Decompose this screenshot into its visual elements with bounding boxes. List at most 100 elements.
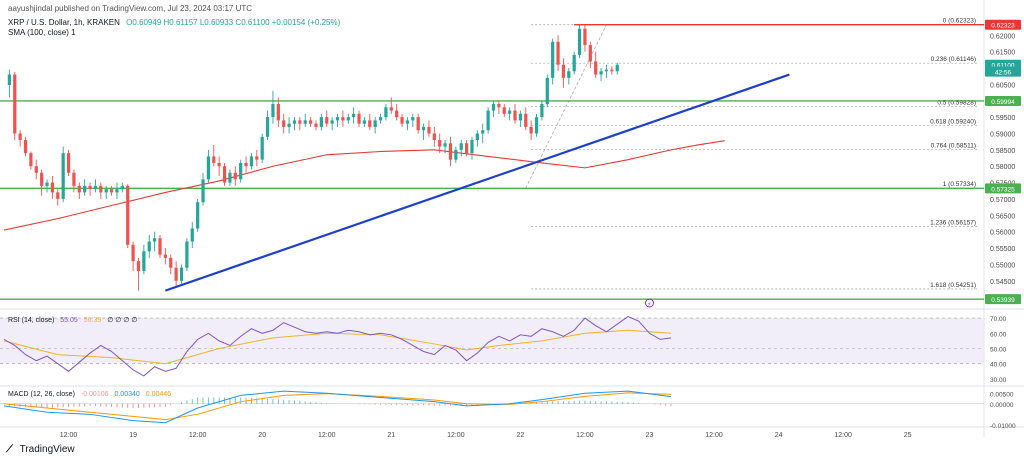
candle-body bbox=[77, 185, 81, 193]
fib-level-label: 0.764 (0.58511) bbox=[931, 143, 976, 150]
candle-body bbox=[228, 172, 232, 183]
event-marker-icon bbox=[644, 298, 654, 308]
candle-body bbox=[346, 117, 350, 121]
candle-body bbox=[395, 110, 399, 118]
candle-body bbox=[594, 61, 598, 75]
fib-level-label: 0.618 (0.59240) bbox=[930, 119, 976, 126]
rsi-tick-label: 70.00 bbox=[990, 316, 1007, 323]
candle-body bbox=[561, 64, 566, 78]
fib-level-label: 1 (0.57334) bbox=[943, 181, 976, 188]
x-tick-label: 19 bbox=[129, 432, 137, 439]
bullish-trendline bbox=[165, 73, 790, 292]
macd-tick-label: 0.00500 bbox=[990, 391, 1014, 398]
rsi-line bbox=[3, 315, 672, 377]
candle-body bbox=[45, 182, 49, 186]
candle-body bbox=[459, 143, 463, 150]
candle-body bbox=[239, 162, 243, 180]
publish-info: aayushjindal published on TradingView.co… bbox=[8, 4, 256, 13]
price-badge bbox=[985, 294, 1021, 305]
symbol-title[interactable]: XRP / U.S. Dollar, 1h, KRAKEN bbox=[8, 18, 120, 27]
candle-body bbox=[421, 126, 426, 131]
candle-body bbox=[217, 162, 221, 167]
rsi-legend[interactable]: RSI (14, close) 55.05 56.39 ∅ ∅ ∅ ∅ bbox=[8, 316, 141, 324]
x-tick-label: 12:00 bbox=[60, 432, 78, 439]
fib-anchor-line bbox=[525, 24, 607, 189]
candle-body bbox=[529, 126, 533, 134]
candle-body bbox=[475, 133, 479, 141]
candle-body bbox=[66, 153, 71, 173]
y-tick-label: 0.60500 bbox=[990, 82, 1015, 89]
candle-body bbox=[158, 238, 162, 255]
rsi-value: 55.05 bbox=[60, 317, 78, 324]
candle-body bbox=[265, 117, 270, 137]
candle-body bbox=[18, 133, 22, 141]
y-tick-label: 0.62000 bbox=[990, 33, 1015, 40]
candle-body bbox=[179, 267, 184, 281]
y-tick-label: 0.59000 bbox=[990, 131, 1015, 138]
candle-body bbox=[400, 117, 404, 124]
sma-legend-label: SMA (100, close) 1 bbox=[8, 28, 76, 37]
macd-line-value: 0.00340 bbox=[114, 391, 140, 398]
candle-body bbox=[604, 69, 609, 72]
candle-body bbox=[470, 140, 474, 154]
candle-body bbox=[196, 202, 200, 229]
candle-body bbox=[83, 185, 87, 193]
candle-body bbox=[556, 41, 560, 65]
candle-body bbox=[298, 120, 302, 124]
y-tick-label: 0.55500 bbox=[990, 246, 1015, 253]
candle-body bbox=[384, 107, 388, 118]
price-badge bbox=[985, 183, 1021, 194]
candle-body bbox=[352, 113, 356, 118]
x-tick-label: 12:00 bbox=[189, 432, 207, 439]
candle-body bbox=[120, 185, 124, 190]
candle-body bbox=[131, 244, 135, 262]
candle-body bbox=[599, 71, 603, 75]
candle-body bbox=[282, 120, 286, 127]
lightning-icon: ⚡ bbox=[647, 301, 651, 308]
y-tick-label: 0.59500 bbox=[990, 115, 1015, 122]
candle-body bbox=[368, 120, 372, 127]
candle-body bbox=[615, 64, 619, 72]
tradingview-brand[interactable]: ⟋ TradingView bbox=[6, 444, 79, 455]
x-tick-label: 23 bbox=[646, 432, 654, 439]
candle-body bbox=[308, 120, 313, 124]
publish-info-text: aayushjindal published on TradingView.co… bbox=[8, 4, 253, 13]
y-tick-label: 0.54500 bbox=[990, 279, 1015, 286]
candle-body bbox=[190, 228, 194, 242]
macd-label: MACD (12, 26, close) bbox=[8, 391, 75, 398]
candle-body bbox=[518, 113, 523, 121]
y-tick-label: 0.61500 bbox=[990, 50, 1015, 57]
candle-body bbox=[325, 117, 329, 124]
candle-body bbox=[115, 189, 119, 193]
rsi-tick-label: 50.00 bbox=[990, 347, 1007, 354]
candle-body bbox=[610, 69, 614, 72]
sma-legend[interactable]: SMA (100, close) 1 bbox=[8, 28, 80, 37]
brand-label: TradingView bbox=[19, 444, 75, 455]
candle-body bbox=[244, 162, 248, 167]
candle-body bbox=[319, 117, 323, 127]
rsi-ma-line bbox=[3, 329, 672, 365]
candle-body bbox=[88, 185, 92, 190]
price-badge bbox=[985, 66, 1021, 77]
candle-body bbox=[373, 120, 377, 127]
rsi-label: RSI (14, close) bbox=[8, 317, 55, 324]
candle-body bbox=[93, 185, 98, 190]
price-badge-label: 0.59994 bbox=[991, 99, 1015, 106]
candle-body bbox=[545, 77, 549, 105]
fib-level-label: 0 (0.62323) bbox=[943, 18, 976, 25]
candle-body bbox=[23, 140, 28, 154]
x-tick-label: 12:00 bbox=[834, 432, 852, 439]
candle-body bbox=[491, 104, 496, 111]
x-tick-label: 12:00 bbox=[705, 432, 723, 439]
candle-body bbox=[292, 120, 297, 124]
candle-body bbox=[174, 267, 178, 281]
macd-legend[interactable]: MACD (12, 26, close) -0.00106 0.00340 0.… bbox=[8, 391, 175, 398]
candle-body bbox=[29, 153, 33, 167]
y-tick-label: 0.56500 bbox=[990, 213, 1015, 220]
candle-body bbox=[314, 123, 318, 127]
y-tick-label: 0.55000 bbox=[990, 262, 1015, 269]
candle-body bbox=[255, 156, 259, 160]
y-tick-label: 0.58500 bbox=[990, 148, 1015, 155]
